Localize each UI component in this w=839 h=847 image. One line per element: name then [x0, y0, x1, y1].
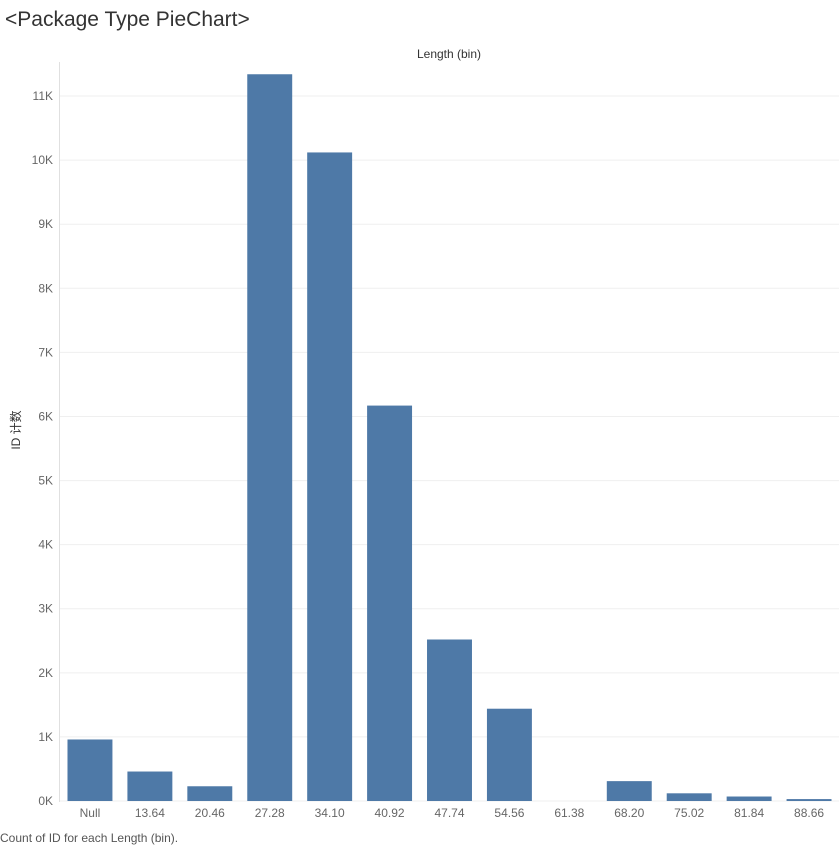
x-tick-label: 54.56 [494, 806, 524, 820]
x-axis-title: Length (bin) [417, 47, 481, 61]
chart-footnote: Count of ID for each Length (bin). [0, 831, 179, 845]
bar-20-46[interactable] [187, 786, 233, 801]
bar-null[interactable] [67, 739, 113, 801]
y-axis-ticks: 0K 1K 2K 3K 4K 5K 6K 7K 8K 9K 10K 11K [32, 89, 53, 808]
x-axis-ticks: Null 13.64 20.46 27.28 34.10 40.92 47.74 54.56 6… [80, 806, 825, 820]
x-tick-label: 61.38 [554, 806, 584, 820]
bar-40-92[interactable] [367, 405, 413, 801]
bar-81-84[interactable] [726, 796, 772, 801]
x-tick-label: 88.66 [794, 806, 824, 820]
y-tick-label: 4K [38, 538, 53, 552]
chart-title: <Package Type PieChart> [5, 8, 250, 31]
x-tick-label: 27.28 [255, 806, 285, 820]
y-tick-label: 9K [38, 217, 53, 231]
y-tick-label: 7K [38, 345, 53, 359]
x-tick-label: 81.84 [734, 806, 764, 820]
bar-13-64[interactable] [127, 771, 173, 801]
y-tick-label: 0K [38, 794, 53, 808]
x-tick-label: 13.64 [135, 806, 165, 820]
y-tick-label: 11K [33, 89, 53, 103]
y-tick-label: 3K [38, 602, 53, 616]
x-tick-label: Null [80, 806, 101, 820]
y-tick-label: 10K [32, 153, 53, 167]
y-tick-label: 8K [38, 281, 53, 295]
bar-68-20[interactable] [606, 781, 652, 801]
bar-47-74[interactable] [427, 639, 472, 801]
x-tick-label: 47.74 [434, 806, 464, 820]
y-axis-title: ID 计数 [8, 410, 23, 449]
bar-88-66[interactable] [786, 799, 832, 801]
y-tick-label: 6K [38, 409, 53, 423]
y-tick-label: 5K [38, 474, 53, 488]
bar-34-10[interactable] [307, 152, 353, 801]
x-tick-label: 34.10 [315, 806, 345, 820]
bar-54-56[interactable] [486, 708, 532, 801]
y-tick-label: 2K [38, 666, 53, 680]
x-tick-label: 20.46 [195, 806, 225, 820]
bar-27-28[interactable] [247, 74, 293, 802]
x-tick-label: 68.20 [614, 806, 644, 820]
y-tick-label: 1K [38, 730, 53, 744]
bar-75-02[interactable] [666, 793, 712, 801]
bars [67, 74, 832, 802]
x-tick-label: 75.02 [674, 806, 704, 820]
x-tick-label: 40.92 [375, 806, 405, 820]
